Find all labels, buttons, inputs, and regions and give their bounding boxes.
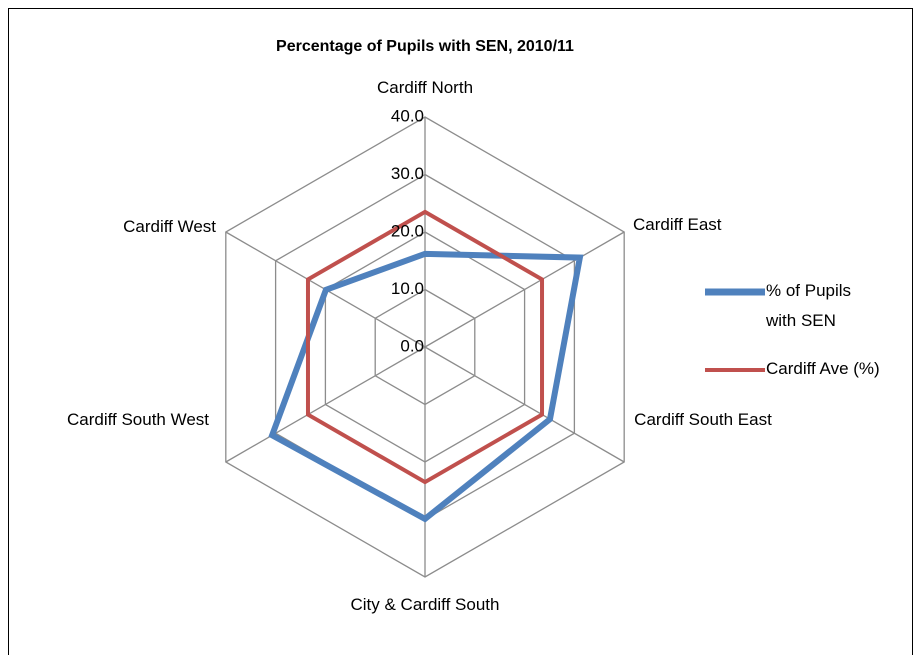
chart-frame bbox=[8, 8, 913, 655]
series-line bbox=[305, 209, 545, 485]
spoke bbox=[225, 346, 426, 463]
axis-tick-label: 0.0 bbox=[400, 336, 424, 355]
chart-title: Percentage of Pupils with SEN, 2010/11 bbox=[276, 38, 574, 55]
category-label: Cardiff South East bbox=[634, 410, 772, 429]
category-label: Cardiff South West bbox=[66, 410, 210, 429]
spoke bbox=[424, 231, 625, 348]
legend-label: % of Pupils with SEN bbox=[766, 281, 852, 330]
category-label: Cardiff East bbox=[633, 215, 722, 234]
axis-tick-label: 30.0 bbox=[391, 164, 424, 183]
legend-label: Cardiff Ave (%) bbox=[766, 359, 880, 378]
axis-tick-label: 40.0 bbox=[391, 106, 424, 125]
category-label: Cardiff North bbox=[376, 78, 474, 97]
axis-tick-label: 10.0 bbox=[391, 279, 424, 298]
category-label: Cardiff West bbox=[123, 217, 216, 236]
category-label: City & Cardiff South bbox=[350, 595, 500, 614]
axis-tick-label: 20.0 bbox=[391, 221, 424, 240]
series-line bbox=[268, 250, 584, 523]
spoke bbox=[424, 346, 625, 463]
